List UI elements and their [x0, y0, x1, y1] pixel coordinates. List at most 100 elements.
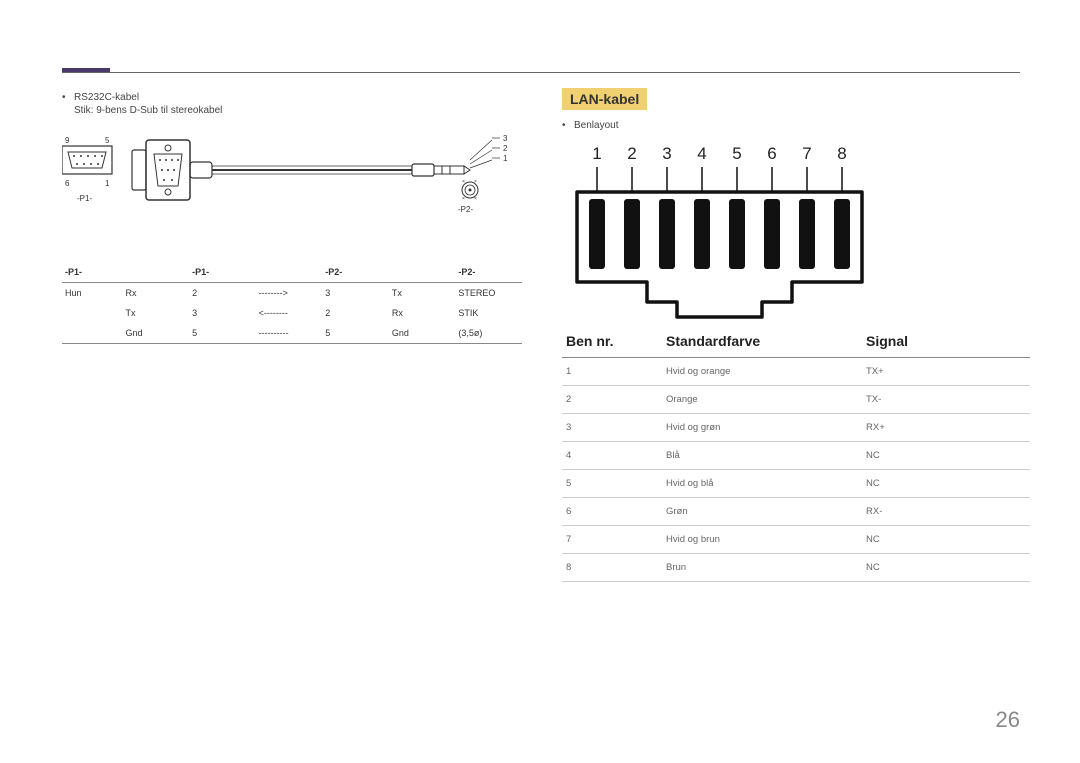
svg-text:3: 3 — [662, 144, 671, 163]
cell: (3,5ø) — [455, 323, 522, 344]
table-row: HunRx2-------->3TxSTEREO — [62, 283, 522, 304]
lan-table: Ben nr. Standardfarve Signal 1Hvid og or… — [562, 325, 1030, 582]
rj45-diagram: 1 2 3 4 5 6 7 8 — [562, 137, 902, 307]
pin9-label: 9 — [65, 136, 70, 145]
table-row: 3Hvid og grønRX+ — [562, 414, 1030, 442]
svg-text:5: 5 — [732, 144, 741, 163]
left-column: RS232C-kabel Stik: 9-bens D-Sub til ster… — [62, 62, 522, 582]
svg-text:3: 3 — [503, 134, 508, 143]
cell: 3 — [322, 283, 389, 304]
lan-title: LAN-kabel — [562, 88, 647, 110]
cell: Gnd — [123, 323, 190, 344]
page-number: 26 — [996, 707, 1020, 733]
th — [123, 262, 190, 283]
table-row: 5Hvid og blåNC — [562, 470, 1030, 498]
cell: 7 — [562, 526, 662, 554]
cell: RX- — [862, 498, 1030, 526]
table-header-row: -P1- -P1- -P2- -P2- — [62, 262, 522, 283]
th: -P1- — [62, 262, 123, 283]
svg-text:1: 1 — [592, 144, 601, 163]
cell: Hvid og grøn — [662, 414, 862, 442]
cell: Gnd — [389, 323, 456, 344]
svg-text:×: × — [462, 179, 465, 185]
cell: TX- — [862, 386, 1030, 414]
cell: STEREO — [455, 283, 522, 304]
cell: 8 — [562, 554, 662, 582]
table-row: Tx3<--------2RxSTIK — [62, 303, 522, 323]
cell — [62, 303, 123, 323]
svg-text:×: × — [462, 196, 465, 202]
cell: NC — [862, 526, 1030, 554]
header-rule — [62, 72, 1020, 73]
cell: NC — [862, 554, 1030, 582]
table-row: 4BlåNC — [562, 442, 1030, 470]
pin6-label: 6 — [65, 179, 70, 188]
cell: 4 — [562, 442, 662, 470]
th: -P2- — [322, 262, 389, 283]
pin5-label: 5 — [105, 136, 110, 145]
cell: TX+ — [862, 358, 1030, 386]
rs232-bullet: RS232C-kabel — [62, 92, 522, 103]
svg-text:4: 4 — [697, 144, 706, 163]
svg-text:×: × — [474, 196, 477, 202]
cell: NC — [862, 470, 1030, 498]
table-header-row: Ben nr. Standardfarve Signal — [562, 325, 1030, 358]
rs232-table: -P1- -P1- -P2- -P2- HunRx2-------->3TxST… — [62, 262, 522, 344]
cell: ---------- — [256, 323, 323, 344]
cell: Tx — [389, 283, 456, 304]
cell: Rx — [123, 283, 190, 304]
table-row: 8BrunNC — [562, 554, 1030, 582]
svg-text:1: 1 — [503, 154, 508, 163]
cell: 5 — [189, 323, 256, 344]
page-body: RS232C-kabel Stik: 9-bens D-Sub til ster… — [0, 0, 1080, 622]
svg-text:6: 6 — [767, 144, 776, 163]
cell: 2 — [322, 303, 389, 323]
cell — [62, 323, 123, 344]
cell: STIK — [455, 303, 522, 323]
th — [256, 262, 323, 283]
cell: <-------- — [256, 303, 323, 323]
table-row: 1Hvid og orangeTX+ — [562, 358, 1030, 386]
rs232-subtitle: Stik: 9-bens D-Sub til stereokabel — [62, 105, 522, 116]
table-row: Gnd5----------5Gnd(3,5ø) — [62, 323, 522, 344]
table-row: 7Hvid og brunNC — [562, 526, 1030, 554]
th — [389, 262, 456, 283]
svg-text:×: × — [474, 179, 477, 185]
th-ben: Ben nr. — [562, 325, 662, 358]
cell: 5 — [562, 470, 662, 498]
cell: Hvid og orange — [662, 358, 862, 386]
th: -P1- — [189, 262, 256, 283]
svg-text:8: 8 — [837, 144, 846, 163]
table-row: 2OrangeTX- — [562, 386, 1030, 414]
cell: Orange — [662, 386, 862, 414]
cell: 6 — [562, 498, 662, 526]
th: -P2- — [455, 262, 522, 283]
svg-text:2: 2 — [503, 144, 508, 153]
cell: 2 — [562, 386, 662, 414]
cell: 5 — [322, 323, 389, 344]
pin1-label: 1 — [105, 179, 110, 188]
cell: Hvid og blå — [662, 470, 862, 498]
cell: 1 — [562, 358, 662, 386]
cell: Grøn — [662, 498, 862, 526]
cell: Hun — [62, 283, 123, 304]
cell: Hvid og brun — [662, 526, 862, 554]
p1-label: -P1- — [77, 194, 92, 203]
cell: RX+ — [862, 414, 1030, 442]
svg-text:-P2-: -P2- — [458, 205, 473, 214]
cell: 2 — [189, 283, 256, 304]
th-farve: Standardfarve — [662, 325, 862, 358]
cell: Brun — [662, 554, 862, 582]
cable-diagram: 9 5 6 1 -P1- — [62, 130, 522, 250]
th-signal: Signal — [862, 325, 1030, 358]
svg-text:2: 2 — [627, 144, 636, 163]
svg-text:7: 7 — [802, 144, 811, 163]
cell: Tx — [123, 303, 190, 323]
cell: Rx — [389, 303, 456, 323]
right-column: LAN-kabel Benlayout 1234 5678 — [562, 62, 1030, 582]
table-row: 6GrønRX- — [562, 498, 1030, 526]
cell: Blå — [662, 442, 862, 470]
lan-bullet: Benlayout — [562, 120, 1030, 131]
cell: NC — [862, 442, 1030, 470]
cell: 3 — [189, 303, 256, 323]
